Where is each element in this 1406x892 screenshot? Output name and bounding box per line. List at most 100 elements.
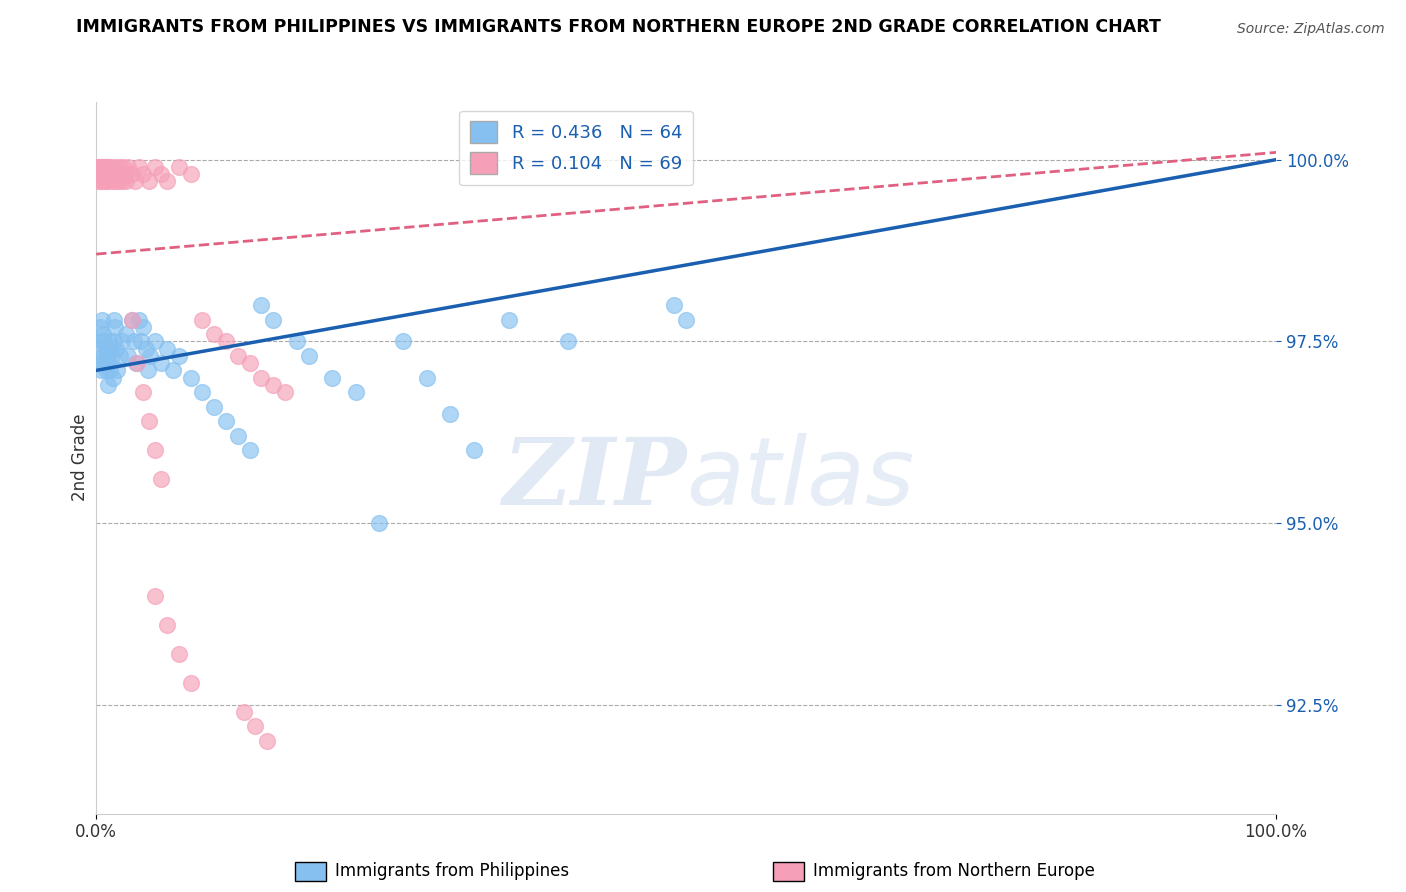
Point (143, 334, 166, 349)
Point (105, 160, 128, 174)
Point (98, 160, 121, 174)
Point (463, 443, 485, 458)
Point (132, 385, 155, 400)
Text: IMMIGRANTS FROM PHILIPPINES VS IMMIGRANTS FROM NORTHERN EUROPE 2ND GRADE CORRELA: IMMIGRANTS FROM PHILIPPINES VS IMMIGRANT… (76, 18, 1161, 36)
Point (107, 363, 129, 377)
Text: Immigrants from Philippines: Immigrants from Philippines (335, 863, 569, 880)
Point (91, 349, 114, 363)
Point (98, 334, 121, 349)
Point (167, 349, 190, 363)
Point (90, 167, 112, 181)
Point (89, 167, 111, 181)
Point (150, 167, 173, 181)
Point (167, 647, 190, 661)
Point (262, 377, 284, 392)
Point (101, 370, 124, 384)
Text: Immigrants from Northern Europe: Immigrants from Northern Europe (813, 863, 1094, 880)
Point (117, 349, 139, 363)
Point (498, 312, 520, 326)
Point (97, 377, 120, 392)
Point (108, 349, 131, 363)
Point (439, 407, 461, 421)
Point (297, 349, 319, 363)
Point (97, 160, 120, 174)
Point (90, 160, 112, 174)
Point (128, 312, 150, 326)
Point (143, 589, 166, 603)
Point (180, 370, 202, 384)
Point (98, 363, 121, 377)
Text: Source: ZipAtlas.com: Source: ZipAtlas.com (1237, 22, 1385, 37)
Point (127, 356, 149, 370)
Point (98, 342, 121, 356)
Point (250, 370, 273, 384)
Point (250, 298, 273, 312)
Point (105, 342, 128, 356)
Point (162, 363, 184, 377)
Point (114, 326, 136, 341)
Y-axis label: 2nd Grade: 2nd Grade (72, 414, 89, 501)
Point (285, 334, 308, 349)
Point (110, 167, 132, 181)
Point (368, 516, 391, 530)
Point (124, 174, 146, 188)
Point (108, 160, 131, 174)
Point (91, 160, 114, 174)
Point (121, 312, 143, 326)
Point (125, 356, 148, 370)
Point (91, 356, 114, 370)
Point (111, 174, 134, 188)
Point (86, 160, 108, 174)
Point (156, 342, 179, 356)
Point (191, 312, 214, 326)
Point (138, 414, 160, 428)
Point (97, 174, 120, 188)
Point (122, 334, 145, 349)
Legend: R = 0.436   N = 64, R = 0.104   N = 69: R = 0.436 N = 64, R = 0.104 N = 69 (460, 111, 693, 186)
Point (98, 167, 121, 181)
Point (344, 385, 367, 400)
Point (111, 334, 134, 349)
Point (135, 342, 157, 356)
Point (93, 334, 115, 349)
Point (100, 160, 122, 174)
Point (136, 363, 159, 377)
Point (321, 370, 343, 384)
Point (93, 160, 115, 174)
Point (91, 174, 114, 188)
Point (89, 160, 111, 174)
Point (226, 349, 249, 363)
Point (143, 443, 166, 458)
Point (91, 167, 114, 181)
Point (262, 312, 284, 326)
Point (93, 356, 115, 370)
Point (392, 334, 415, 349)
Point (132, 319, 155, 334)
Point (91, 334, 114, 349)
Point (94, 160, 117, 174)
Point (90, 363, 112, 377)
Point (90, 342, 112, 356)
Point (180, 167, 202, 181)
Point (107, 174, 129, 188)
Point (156, 617, 179, 632)
Point (103, 167, 125, 181)
Point (97, 356, 120, 370)
Point (87, 167, 110, 181)
Point (96, 349, 118, 363)
Text: atlas: atlas (686, 434, 914, 524)
Point (114, 174, 136, 188)
Point (121, 312, 143, 326)
Point (117, 160, 139, 174)
Point (91, 160, 114, 174)
Point (167, 160, 190, 174)
Point (150, 356, 173, 370)
Point (274, 385, 297, 400)
Point (675, 312, 697, 326)
Text: ZIP: ZIP (502, 434, 686, 524)
Point (139, 349, 162, 363)
Point (101, 174, 124, 188)
Point (132, 167, 155, 181)
Point (232, 705, 254, 719)
Point (138, 174, 160, 188)
